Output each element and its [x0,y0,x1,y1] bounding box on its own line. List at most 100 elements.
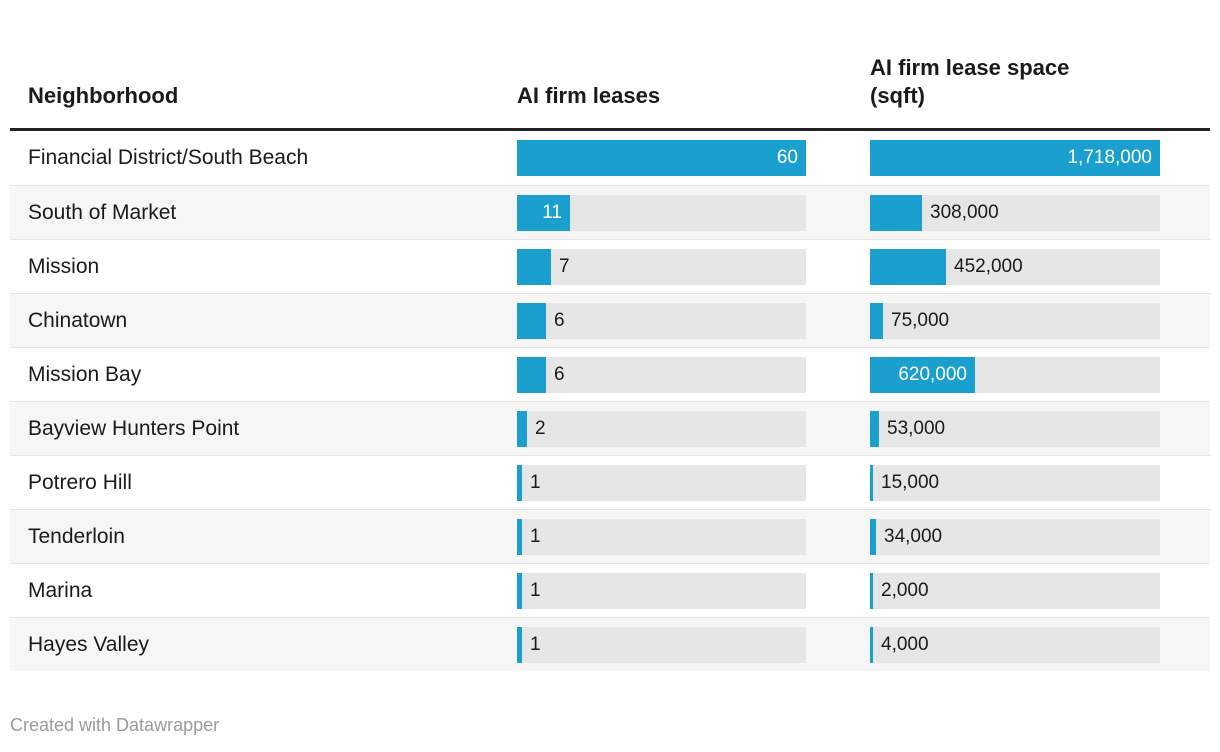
leases-bar-track: 1 [517,518,806,555]
leases-cell: 60 [517,140,806,176]
bar-value-label: 6 [554,363,565,385]
column-spacer [806,573,870,609]
leases-cell: 1 [517,518,806,555]
table-row: Bayview Hunters Point 2 53,000 [10,401,1210,455]
leases-cell: 1 [517,572,806,609]
bar-value-label: 1 [530,633,541,655]
bar-value-label: 2 [535,417,546,439]
table-row: Chinatown 6 75,000 [10,293,1210,347]
leases-bar-track: 7 [517,248,806,285]
space-bar: 1,718,000 [870,140,1160,176]
space-bar-track: 1,718,000 [870,140,1160,176]
space-bar-track: 15,000 [870,464,1160,501]
lease-space-cell: 452,000 [870,248,1160,285]
space-bar [870,302,883,339]
leases-bar [517,626,522,663]
leases-bar-track: 6 [517,302,806,339]
lease-space-cell: 75,000 [870,302,1160,339]
leases-bar-track: 1 [517,572,806,609]
column-header-neighborhood: Neighborhood [28,83,179,109]
table-header: Neighborhood AI firm leases AI firm leas… [10,0,1210,131]
column-header-ai-firm-lease-space: AI firm lease space (sqft) [870,54,1160,128]
lease-space-cell: 34,000 [870,518,1160,555]
leases-bar-track: 11 [517,194,806,231]
leases-bar-track: 6 [517,356,806,393]
space-bar: 620,000 [870,356,975,393]
table-body: Financial District/South Beach 60 1,718,… [10,131,1210,671]
table-row: Financial District/South Beach 60 1,718,… [10,131,1210,185]
leases-cell: 7 [517,248,806,285]
space-bar [870,518,876,555]
space-bar-track: 620,000 [870,356,1160,393]
space-bar [870,194,922,231]
table-row: Mission Bay 6 620,000 [10,347,1210,401]
column-spacer [806,627,870,663]
bar-value-label: 2,000 [881,579,929,601]
lease-space-cell: 1,718,000 [870,140,1160,176]
leases-bar: 11 [517,194,570,231]
bar-value-label: 620,000 [898,363,967,385]
space-bar-track: 34,000 [870,518,1160,555]
column-spacer [806,357,870,393]
bar-value-label: 308,000 [930,201,999,223]
neighborhood-label: Hayes Valley [28,632,149,656]
column-spacer [806,303,870,339]
leases-bar [517,302,546,339]
bar-value-label: 15,000 [881,471,940,493]
lease-space-cell: 2,000 [870,572,1160,609]
column-spacer [806,140,870,176]
neighborhood-label: Marina [28,578,93,602]
bar-value-label: 1 [530,525,541,547]
bar-value-label: 452,000 [954,255,1023,277]
header-spacer [806,110,870,128]
neighborhood-label: Bayview Hunters Point [28,416,240,440]
neighborhood-label: Mission Bay [28,362,142,386]
bar-value-label: 60 [776,147,798,168]
column-header-ai-firm-leases: AI firm leases [517,83,661,109]
bar-value-label: 11 [542,201,562,223]
table-row: South of Market 11 308,000 [10,185,1210,239]
space-bar-track: 452,000 [870,248,1160,285]
bar-value-label: 4,000 [881,633,929,655]
lease-space-cell: 308,000 [870,194,1160,231]
leases-cell: 11 [517,194,806,231]
table-row: Potrero Hill 1 15,000 [10,455,1210,509]
column-spacer [806,465,870,501]
column-spacer [806,195,870,231]
bar-value-label: 1 [530,471,541,493]
leases-bar-track: 1 [517,626,806,663]
bar-value-label: 1 [530,579,541,601]
bar-value-label: 7 [559,255,570,277]
leases-bar-track: 60 [517,140,806,176]
table-row: Marina 1 2,000 [10,563,1210,617]
leases-cell: 2 [517,410,806,447]
lease-space-cell: 53,000 [870,410,1160,447]
leases-bar [517,356,546,393]
leases-cell: 6 [517,302,806,339]
leases-bar [517,572,522,609]
leases-bar: 60 [517,140,806,176]
leases-cell: 1 [517,626,806,663]
space-bar-track: 75,000 [870,302,1160,339]
column-header-ai-firm-lease-space-label: AI firm lease space (sqft) [870,55,1070,109]
space-bar-track: 4,000 [870,626,1160,663]
space-bar-track: 2,000 [870,572,1160,609]
leases-bar-track: 1 [517,464,806,501]
bar-value-label: 34,000 [884,525,943,547]
leases-bar [517,248,551,285]
space-bar-track: 308,000 [870,194,1160,231]
table-row: Hayes Valley 1 4,000 [10,617,1210,671]
table-row: Mission 7 452,000 [10,239,1210,293]
lease-space-cell: 4,000 [870,626,1160,663]
space-bar [870,248,946,285]
space-bar [870,410,879,447]
leases-bar-track: 2 [517,410,806,447]
bar-value-label: 53,000 [887,417,946,439]
table-row: Tenderloin 1 34,000 [10,509,1210,563]
neighborhood-label: Chinatown [28,308,128,332]
leases-cell: 6 [517,356,806,393]
neighborhood-label: Potrero Hill [28,470,132,494]
datawrapper-credit-link[interactable]: Created with Datawrapper [10,715,220,735]
chart-footer: Created with Datawrapper [10,715,1210,736]
